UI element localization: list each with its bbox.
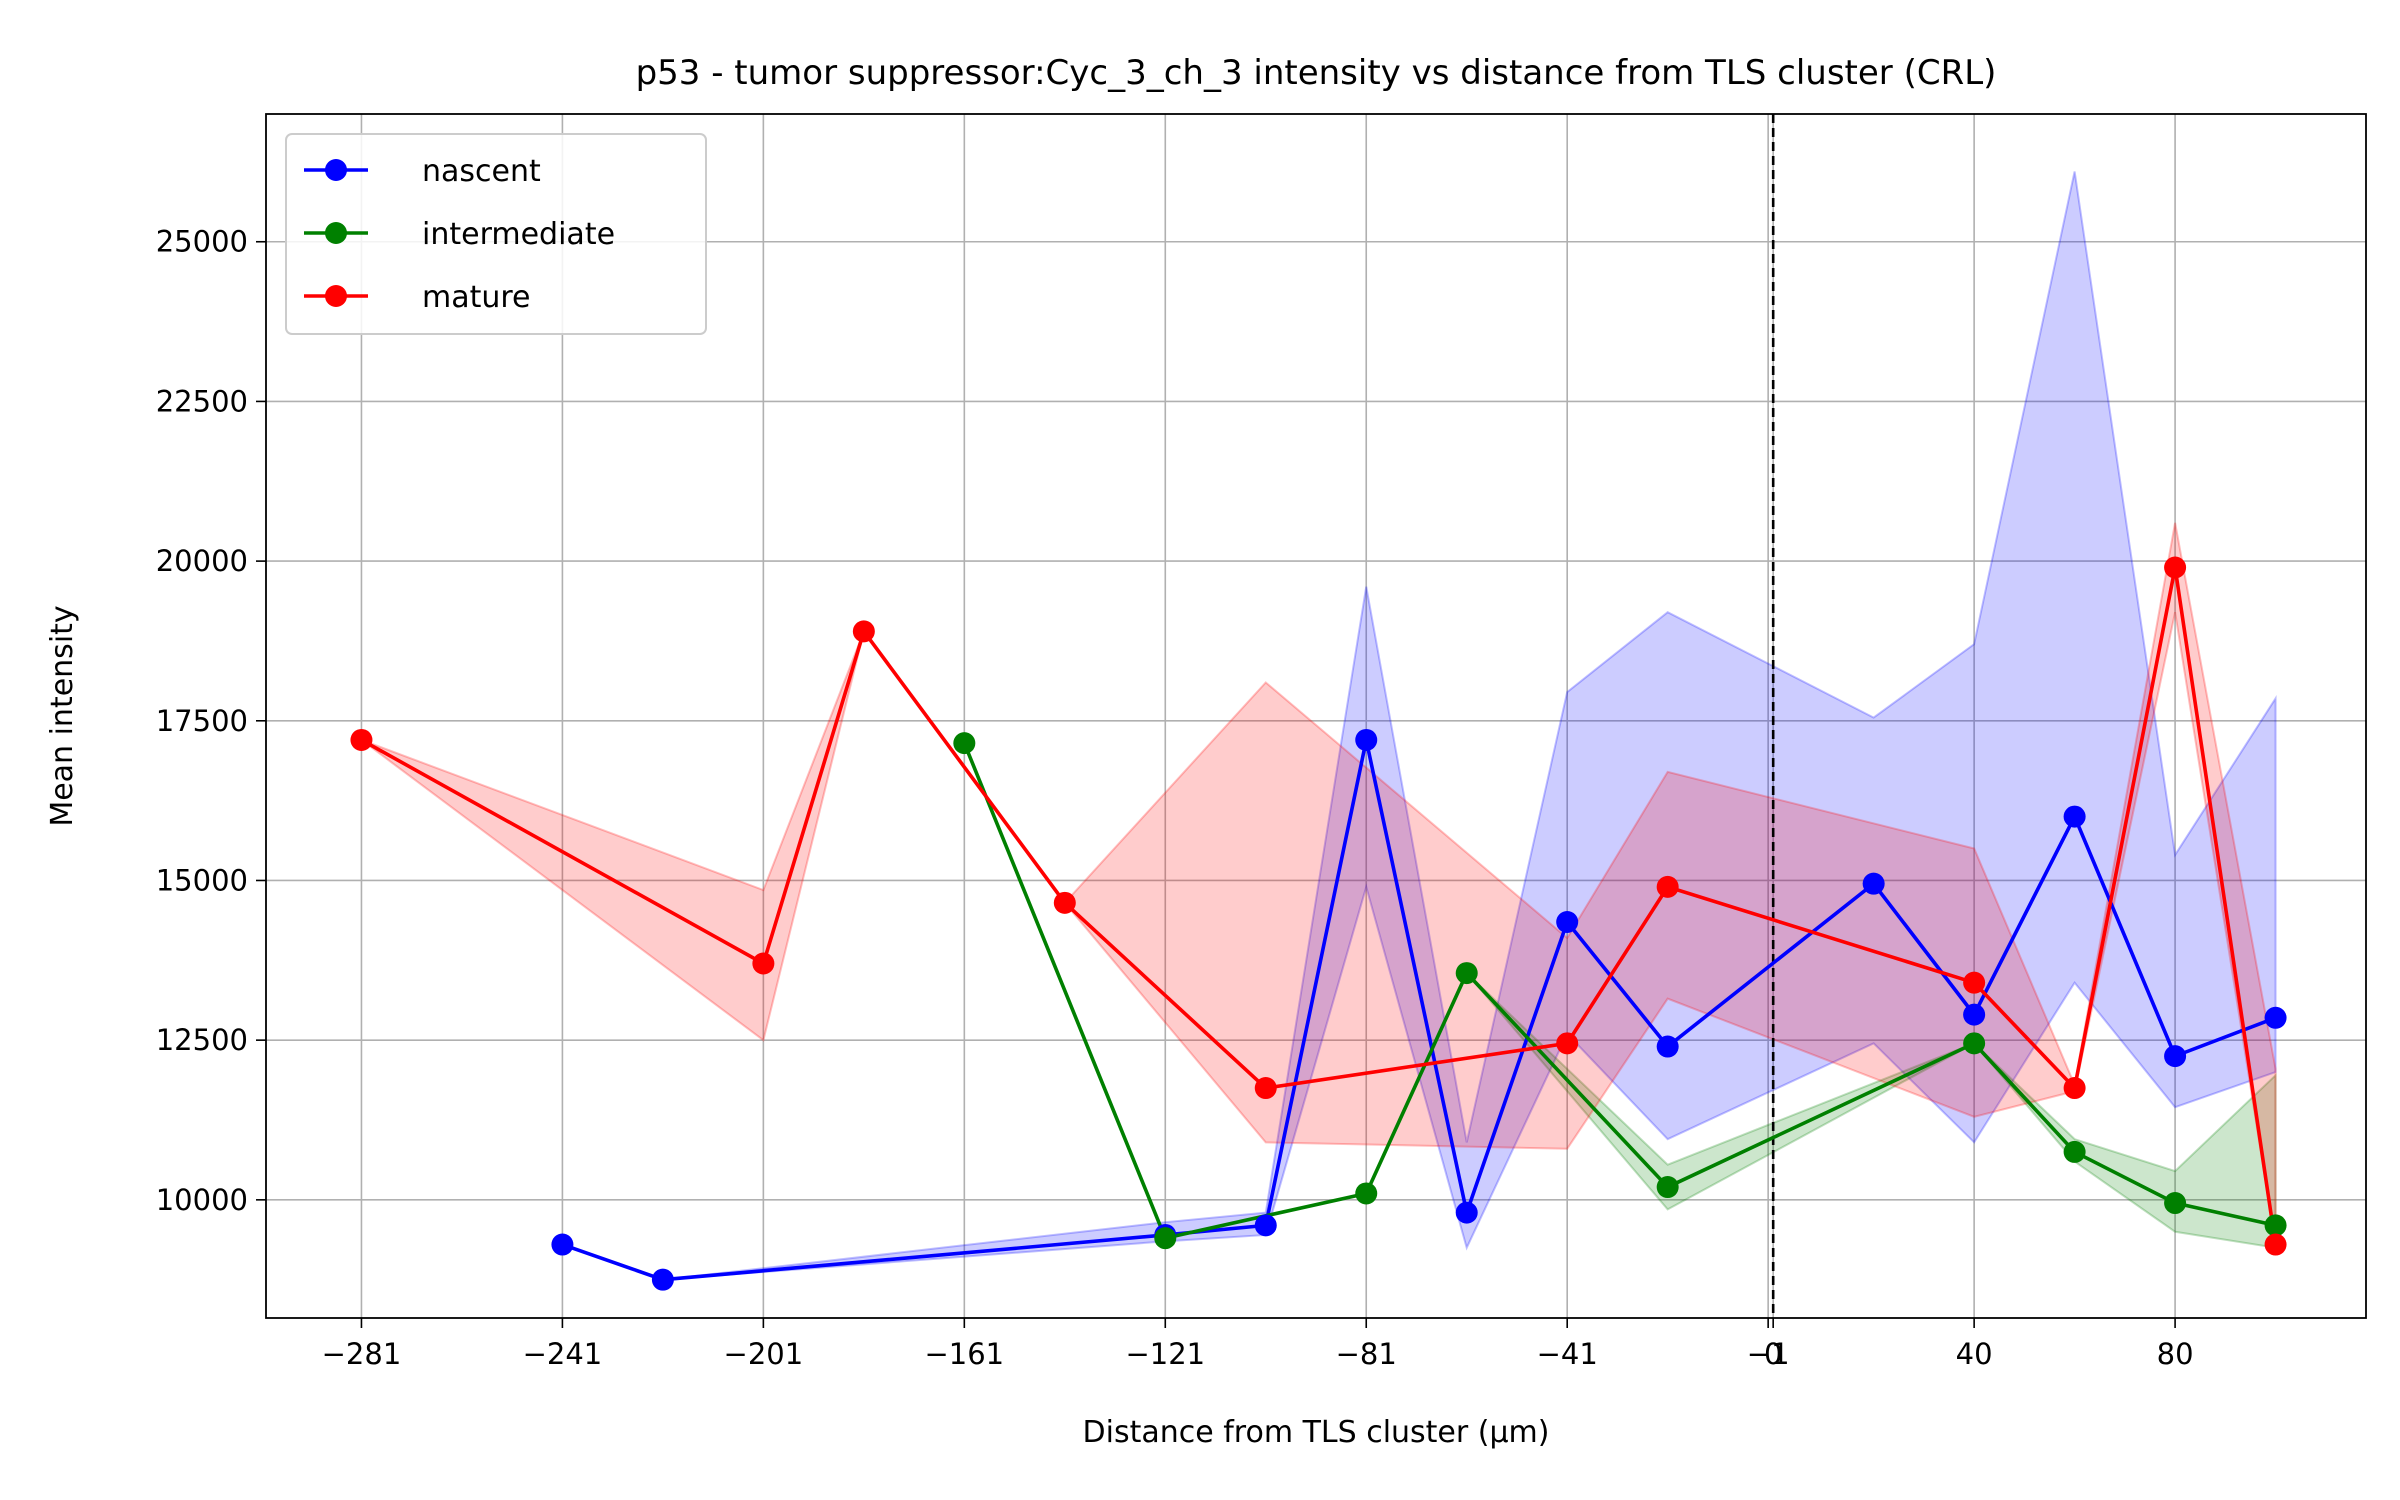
nascent-point [2164, 1045, 2187, 1068]
intermediate-point [953, 732, 976, 755]
y-tick-label: 10000 [156, 1183, 248, 1217]
mature-point [752, 952, 775, 975]
x-tick-label: −161 [924, 1337, 1004, 1371]
nascent-point [1254, 1214, 1277, 1237]
x-tick-label: −121 [1125, 1337, 1205, 1371]
axis-ticks: −281 −241 −201 −161 −121 −81 −41 −10 40 80 10000 12… [156, 225, 2194, 1371]
nascent-point [2264, 1006, 2287, 1029]
nascent-band [562, 171, 2277, 1281]
plot-frame [265, 113, 2367, 1319]
y-tick-label: 15000 [156, 863, 248, 897]
mature-point [1963, 971, 1986, 994]
x-tick-label: 80 [2157, 1337, 2194, 1371]
confidence-bands [360, 171, 2277, 1281]
intermediate-point [1355, 1182, 1378, 1205]
intermediate-point [1656, 1176, 1679, 1199]
x-tick-label: 0 [1764, 1337, 1782, 1371]
mature-point [852, 620, 875, 643]
mature-point [2164, 556, 2187, 579]
legend-swatch-marker [325, 159, 347, 181]
y-tick-label: 22500 [156, 384, 248, 418]
series-markers [350, 556, 2287, 1291]
nascent-point [1455, 1201, 1478, 1224]
nascent-point [1656, 1035, 1679, 1058]
mature-band [360, 522, 2277, 1245]
intermediate-point [1455, 962, 1478, 985]
legend-label: intermediate [422, 217, 615, 252]
x-tick-label: −201 [724, 1337, 804, 1371]
intermediate-point [2063, 1140, 2086, 1163]
legend-swatch-marker [325, 285, 347, 307]
mature-point [350, 728, 373, 751]
nascent-point [1862, 872, 1885, 895]
x-tick-label: −241 [523, 1337, 603, 1371]
mature-point [1254, 1077, 1277, 1100]
y-tick-label: 25000 [156, 225, 248, 259]
mature-point [2063, 1077, 2086, 1100]
mature-point [1656, 875, 1679, 898]
x-tick-label: −281 [322, 1337, 402, 1371]
x-tick-label: −41 [1537, 1337, 1598, 1371]
mature-point [2264, 1233, 2287, 1256]
legend-box [285, 133, 707, 335]
mature-point [1556, 1032, 1579, 1055]
x-axis-label: Distance from TLS cluster (μm) [1083, 1415, 1550, 1450]
nascent-point [551, 1233, 574, 1256]
legend-label: mature [422, 280, 531, 315]
intermediate-point [2264, 1214, 2287, 1237]
grid-layer [266, 114, 2366, 1318]
nascent-point [1556, 910, 1579, 933]
y-tick-label: 12500 [156, 1023, 248, 1057]
nascent-point [651, 1268, 674, 1291]
x-tick-label: −81 [1336, 1337, 1397, 1371]
y-tick-label: 17500 [156, 704, 248, 738]
y-tick-label: 20000 [156, 544, 248, 578]
chart-title: p53 - tumor suppressor:Cyc_3_ch_3 intens… [636, 53, 1997, 93]
nascent-point [2063, 805, 2086, 828]
x-tick-label: −1 [1747, 1337, 1790, 1371]
y-axis-label: Mean intensity [45, 605, 80, 826]
legend-label: nascent [422, 154, 541, 189]
intermediate-point [1154, 1227, 1177, 1250]
mature-point [1053, 891, 1076, 914]
legend-swatch-marker [325, 222, 347, 244]
x-tick-label: 40 [1956, 1337, 1993, 1371]
intermediate-point [2164, 1192, 2187, 1215]
nascent-point [1355, 728, 1378, 751]
nascent-point [1963, 1003, 1986, 1026]
intermediate-point [1963, 1032, 1986, 1055]
legend: nascent intermediate mature [285, 133, 707, 335]
